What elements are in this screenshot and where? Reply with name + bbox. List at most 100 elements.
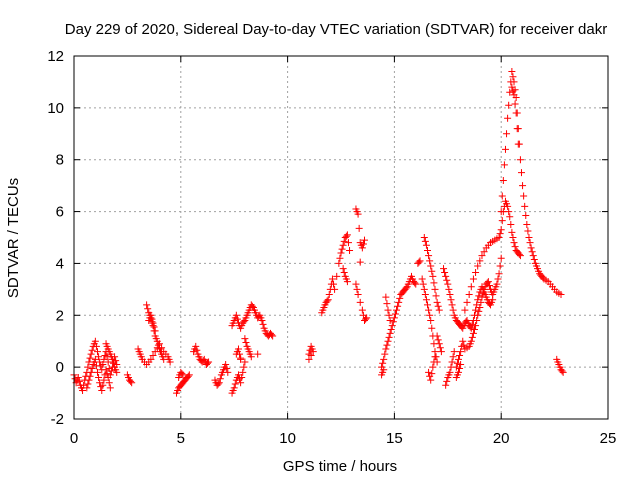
data-point (497, 226, 505, 234)
data-point (428, 267, 436, 275)
data-point (456, 351, 464, 359)
data-point (127, 377, 135, 385)
data-point (496, 230, 504, 238)
data-point (352, 280, 360, 288)
data-point (475, 292, 483, 300)
data-point (394, 302, 402, 310)
data-point (559, 368, 567, 376)
data-point (431, 285, 439, 293)
data-point (386, 316, 394, 324)
data-point (216, 375, 224, 383)
data-point (468, 320, 476, 328)
data-point (412, 280, 420, 288)
data-point (387, 326, 395, 334)
data-point (144, 305, 152, 313)
data-point (92, 362, 100, 370)
y-tick-label: 12 (47, 48, 64, 65)
y-tick-label: -2 (51, 411, 64, 428)
data-point (402, 284, 410, 292)
data-point (238, 374, 246, 382)
data-point (476, 257, 484, 265)
y-tick-label: 2 (56, 307, 64, 324)
data-point (242, 339, 250, 347)
data-point (91, 355, 99, 363)
data-point (149, 351, 157, 359)
data-point (342, 232, 350, 240)
data-point (237, 379, 245, 387)
data-point (473, 316, 481, 324)
data-point (87, 350, 95, 358)
data-point (434, 336, 442, 344)
data-point (469, 275, 477, 283)
data-point (240, 318, 248, 326)
data-point (104, 374, 112, 382)
x-tick-label: 15 (386, 430, 403, 447)
data-point (234, 345, 242, 353)
data-point (362, 315, 370, 323)
data-point (86, 354, 94, 362)
data-point (154, 341, 162, 349)
data-point (421, 291, 429, 299)
data-point (106, 384, 114, 392)
data-point (389, 318, 397, 326)
data-point (498, 192, 506, 200)
data-point (467, 283, 475, 291)
data-point (440, 265, 448, 273)
data-point (254, 350, 262, 358)
data-point (459, 337, 467, 345)
y-tick-label: 0 (56, 359, 64, 376)
data-point (379, 359, 387, 367)
x-tick-label: 25 (600, 430, 617, 447)
data-point (88, 346, 96, 354)
data-point (495, 234, 503, 241)
data-point (494, 275, 502, 283)
data-point (100, 376, 108, 384)
data-point (512, 109, 520, 117)
data-point (214, 380, 222, 388)
data-point (259, 320, 267, 328)
data-point (86, 372, 94, 380)
data-point (380, 366, 388, 374)
data-point (344, 239, 352, 247)
data-point (452, 363, 460, 371)
data-point (388, 322, 396, 330)
data-point (522, 211, 530, 219)
data-point (436, 344, 444, 352)
data-point (230, 384, 238, 392)
data-point (107, 367, 115, 375)
data-point (514, 140, 522, 148)
data-point (105, 379, 113, 387)
data-point (363, 314, 371, 322)
data-point (525, 234, 533, 241)
data-point (463, 298, 471, 306)
data-point (384, 337, 392, 345)
data-point (499, 176, 507, 184)
data-point (529, 252, 537, 260)
data-point (513, 125, 521, 133)
data-point (426, 311, 434, 319)
x-tick-label: 10 (279, 430, 296, 447)
data-point (507, 221, 515, 229)
data-point (419, 280, 427, 288)
data-point (330, 280, 338, 288)
data-point (471, 326, 478, 334)
data-point (340, 269, 348, 277)
data-point (479, 289, 487, 297)
data-point (454, 368, 462, 376)
data-point (192, 342, 200, 350)
data-point (356, 258, 364, 266)
data-point (383, 341, 391, 349)
data-point (346, 246, 354, 254)
x-tick-label: 20 (493, 430, 510, 447)
data-point (84, 363, 92, 371)
data-point (516, 156, 524, 164)
data-point (355, 224, 363, 232)
data-point (444, 280, 452, 288)
data-point (232, 311, 240, 319)
data-point (420, 285, 428, 293)
data-point (476, 304, 484, 312)
data-point (446, 291, 454, 299)
data-point (449, 306, 457, 314)
data-point (87, 368, 95, 376)
data-point (496, 262, 504, 270)
